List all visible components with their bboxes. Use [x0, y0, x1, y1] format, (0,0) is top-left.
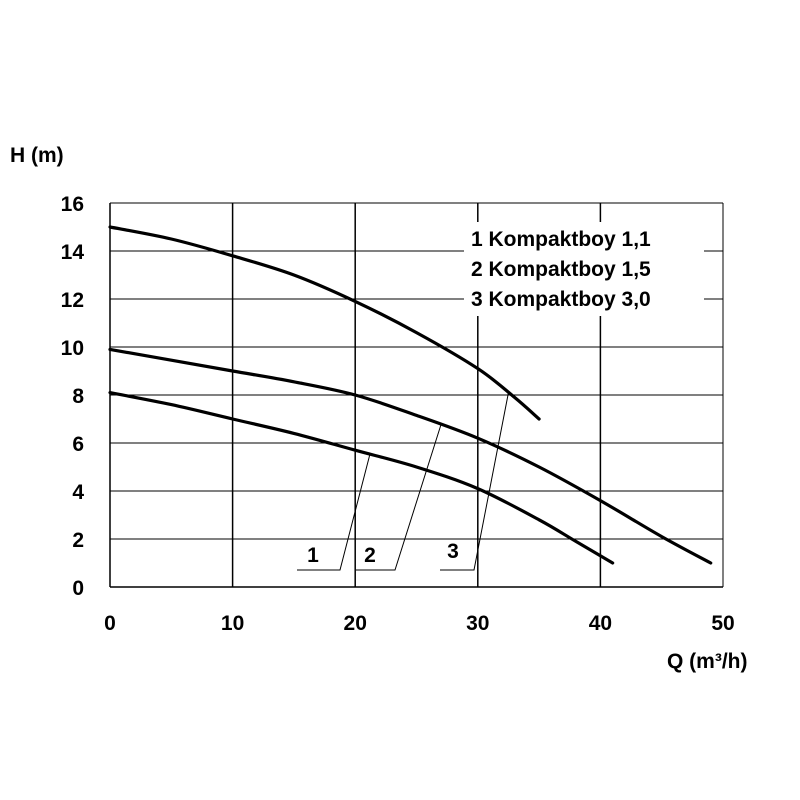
x-tick-label: 10	[221, 612, 244, 635]
curve-label-1: 1	[307, 544, 319, 567]
series-line-1	[108, 391, 615, 565]
y-tick-label: 12	[61, 289, 84, 312]
curve-leaders: 1 2 3	[297, 392, 509, 571]
y-tick-label: 10	[61, 337, 84, 360]
curve-leader-2	[356, 424, 442, 571]
y-tick-label: 14	[61, 241, 85, 264]
y-axis-label: H (m)	[10, 144, 64, 167]
curve-leader-1	[297, 454, 371, 571]
x-tick-label: 0	[104, 612, 116, 635]
x-tick-label: 20	[344, 612, 367, 635]
x-axis-label: Q (m³/h)	[667, 650, 747, 673]
x-tick-label: 50	[711, 612, 734, 635]
legend-item-2: 2 Kompaktboy 1,5	[471, 258, 651, 281]
legend-item-1: 1 Kompaktboy 1,1	[471, 228, 651, 251]
y-tick-label: 6	[72, 433, 84, 456]
curve-leader-3	[440, 392, 509, 571]
y-tick-label: 0	[72, 577, 84, 600]
legend-background	[464, 222, 704, 316]
curve-label-3: 3	[447, 540, 459, 563]
legend-item-3: 3 Kompaktboy 3,0	[471, 288, 651, 311]
y-tick-label: 2	[72, 529, 84, 552]
x-tick-label: 30	[466, 612, 489, 635]
curves	[108, 225, 713, 565]
y-tick-label: 4	[72, 481, 84, 504]
curve-label-2: 2	[364, 544, 376, 567]
y-tick-label: 8	[72, 385, 84, 408]
x-tick-label: 40	[589, 612, 612, 635]
y-tick-label: 16	[61, 193, 84, 216]
series-line-2	[108, 347, 713, 565]
legend: 1 Kompaktboy 1,1 2 Kompaktboy 1,5 3 Komp…	[464, 222, 704, 316]
series-line-3	[108, 225, 541, 421]
